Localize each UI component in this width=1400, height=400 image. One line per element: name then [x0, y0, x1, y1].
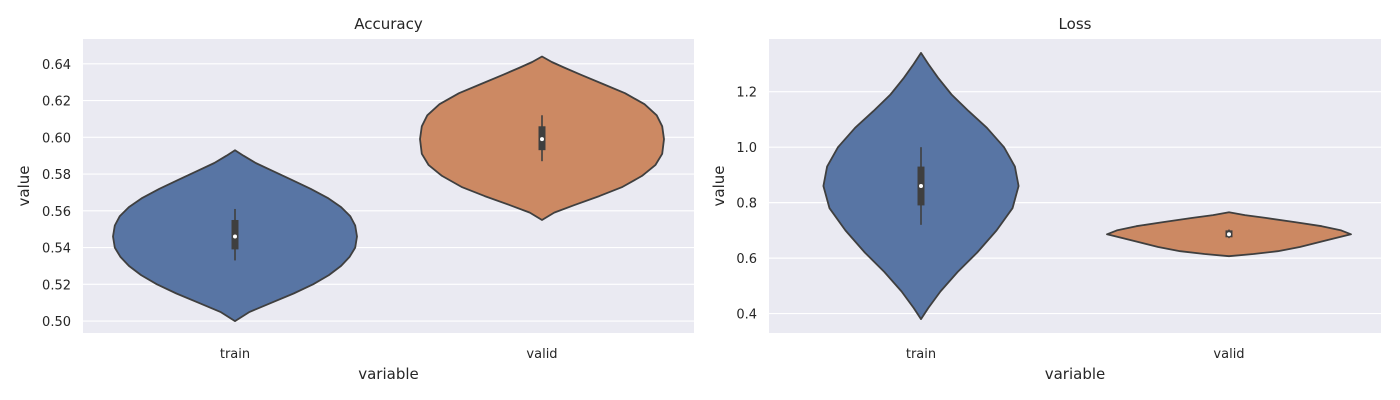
y-tick-label-accuracy: 0.60	[42, 131, 71, 146]
x-tick-label-loss: train	[906, 347, 936, 362]
y-tick-label-accuracy: 0.56	[42, 205, 71, 220]
y-ticks-loss: 0.4 0.6 0.8 1.0 1.2	[736, 86, 757, 323]
x-axis-label-accuracy: variable	[358, 365, 419, 383]
median-dot-loss-valid	[1227, 232, 1231, 237]
median-dot-loss-train	[919, 184, 923, 188]
y-tick-label-loss: 0.8	[736, 197, 757, 212]
y-tick-label-loss: 0.6	[736, 252, 757, 267]
y-tick-label-accuracy: 0.58	[42, 168, 71, 183]
y-tick-label-accuracy: 0.54	[42, 242, 71, 257]
y-tick-label-accuracy: 0.64	[42, 58, 71, 73]
x-ticks-accuracy: train valid	[220, 347, 558, 362]
median-dot-accuracy-train	[233, 234, 237, 239]
y-axis-label-accuracy: value	[15, 166, 33, 207]
median-dot-accuracy-valid	[540, 137, 544, 142]
y-tick-label-accuracy: 0.52	[42, 278, 71, 293]
y-ticks-accuracy: 0.50 0.52 0.54 0.56 0.58 0.60 0.62 0.64	[42, 58, 71, 330]
panel-accuracy: 0.50 0.52 0.54 0.56 0.58 0.60 0.62 0.64 train va…	[15, 15, 694, 383]
x-ticks-loss: train valid	[906, 347, 1245, 362]
y-tick-label-loss: 1.2	[736, 86, 757, 101]
y-axis-label-loss: value	[710, 166, 728, 207]
y-tick-label-accuracy: 0.62	[42, 95, 71, 110]
violins-accuracy	[112, 55, 665, 322]
y-tick-label-loss: 0.4	[736, 308, 757, 323]
chart-title-accuracy: Accuracy	[354, 15, 423, 33]
x-tick-label-accuracy: valid	[526, 347, 557, 362]
y-tick-label-accuracy: 0.50	[42, 315, 71, 330]
x-axis-label-loss: variable	[1045, 365, 1106, 383]
violins-loss	[822, 52, 1352, 320]
panel-loss: 0.4 0.6 0.8 1.0 1.2 train valid Loss variable…	[710, 15, 1381, 383]
y-tick-label-loss: 1.0	[736, 141, 757, 156]
chart-title-loss: Loss	[1059, 15, 1092, 33]
x-tick-label-loss: valid	[1213, 347, 1244, 362]
x-tick-label-accuracy: train	[220, 347, 250, 362]
